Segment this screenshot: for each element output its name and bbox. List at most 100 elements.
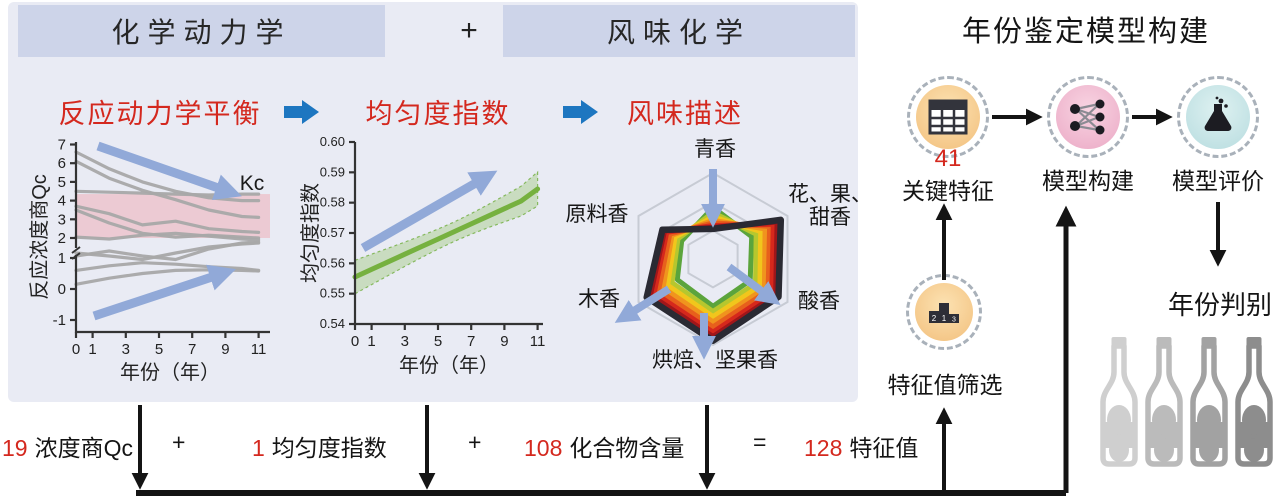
svg-text:0.60: 0.60	[320, 134, 345, 149]
radar-label-woody: 木香	[578, 288, 620, 311]
podium-rank-2: 2	[932, 314, 937, 323]
flavor-trend-arrow	[726, 263, 781, 305]
plus-sign: +	[468, 429, 482, 455]
equation-term-compounds: 108 化合物含量	[524, 429, 684, 463]
model-eval-node	[1177, 76, 1259, 158]
plus-sign: +	[172, 429, 186, 455]
svg-text:5: 5	[155, 341, 163, 358]
uniformity-term-label: 均匀度指数	[271, 435, 387, 461]
vintage-bottles	[1100, 337, 1273, 467]
qc-ylabel: 反应浓度商Qc	[28, 174, 51, 300]
radar-label-roasted: 烘焙、坚果香	[652, 349, 778, 372]
svg-text:0.58: 0.58	[320, 195, 345, 210]
model-build-label: 模型构建	[1042, 168, 1134, 194]
increasing-trend-arrow	[360, 170, 498, 252]
step-uniformity-index: 均匀度指数	[365, 99, 511, 129]
header-flavor-chemistry: 风味化学	[503, 5, 855, 57]
compound-count: 108	[524, 435, 563, 461]
increasing-trend-arrow	[92, 264, 236, 321]
radar-label-raw-material: 原料香	[565, 203, 629, 226]
flavor-trend-arrow	[614, 285, 672, 323]
qc-series-line	[74, 261, 261, 272]
uniformity-xlabel: 年份（年）	[399, 354, 499, 377]
podium-rank-3: 3	[952, 317, 956, 324]
svg-text:3: 3	[58, 211, 66, 228]
podium-rank-1: 1	[942, 314, 947, 323]
podium-icon: 2 1 3	[929, 303, 959, 324]
svg-text:-1: -1	[53, 312, 66, 329]
radar-ring	[674, 204, 755, 309]
svg-text:5: 5	[58, 174, 66, 191]
svg-text:7: 7	[467, 333, 475, 350]
bottle-icon	[1100, 337, 1138, 467]
svg-text:11: 11	[251, 341, 267, 358]
flow-arrow-icon	[563, 100, 598, 124]
key-feature-count: 41	[934, 145, 962, 172]
radar-grid	[687, 229, 739, 289]
svg-text:1: 1	[367, 333, 375, 350]
table-icon	[928, 99, 968, 135]
flask-icon	[1204, 96, 1232, 131]
equals-sign: =	[753, 429, 767, 455]
model-building-title: 年份鉴定模型构建	[961, 16, 1210, 48]
svg-text:5: 5	[434, 333, 442, 350]
feature-total-count: 128	[804, 435, 843, 461]
svg-text:0.56: 0.56	[320, 255, 345, 270]
qc-series-line	[74, 240, 261, 262]
header-chemical-kinetics: 化学动力学	[18, 5, 385, 57]
bottle-icon	[1235, 337, 1273, 467]
svg-text:11: 11	[530, 333, 546, 350]
step-kinetic-equilibrium: 反应动力学平衡	[58, 99, 262, 129]
uniformity-count: 1	[252, 435, 265, 461]
svg-text:3: 3	[122, 341, 130, 358]
svg-text:0.54: 0.54	[320, 316, 345, 331]
flavor-radar-chart	[614, 169, 789, 360]
feature-screening-node: 2 1 3	[906, 274, 982, 350]
step-flavor-description: 风味描述	[627, 99, 743, 129]
equation-result: 128 特征值	[804, 429, 918, 463]
equation-term-qc: 19 浓度商Qc	[2, 429, 133, 463]
svg-text:0.59: 0.59	[320, 164, 345, 179]
svg-text:1: 1	[58, 250, 66, 267]
radar-label-green: 青香	[694, 138, 736, 161]
qc-series-line	[74, 231, 261, 242]
uniformity-chart: 0.54 0.55 0.56 0.57 0.58 0.59 0.60 0 1 3 5 7 9 11 年份（年…	[299, 134, 546, 377]
model-build-node	[1047, 76, 1129, 158]
svg-text:6: 6	[58, 155, 66, 172]
svg-text:9: 9	[221, 341, 229, 358]
qc-xlabel: 年份（年）	[120, 361, 220, 384]
plus-sign: +	[460, 14, 478, 47]
qc-series-line	[74, 159, 261, 219]
qc-count: 19	[2, 435, 28, 461]
feature-table-node	[907, 76, 989, 158]
compound-term-label: 化合物含量	[569, 435, 685, 461]
qc-series-line	[74, 268, 261, 286]
radar-label-sour: 酸香	[798, 290, 840, 313]
svg-text:0: 0	[58, 281, 66, 298]
model-eval-label: 模型评价	[1172, 168, 1264, 194]
svg-text:7: 7	[188, 341, 196, 358]
decreasing-trend-arrow	[96, 141, 242, 201]
svg-text:9: 9	[500, 333, 508, 350]
network-icon	[1070, 99, 1105, 135]
uniformity-ylabel: 均匀度指数	[299, 183, 322, 283]
qc-series-line	[74, 150, 261, 203]
svg-text:7: 7	[58, 137, 66, 154]
qc-series-line	[74, 208, 261, 240]
svg-text:3: 3	[401, 333, 409, 350]
svg-text:0.55: 0.55	[320, 286, 345, 301]
uniformity-mean-line	[352, 186, 541, 280]
svg-text:2: 2	[58, 230, 66, 247]
svg-text:1: 1	[88, 341, 96, 358]
bottle-icon	[1145, 337, 1183, 467]
svg-text:0: 0	[351, 333, 359, 350]
equation-term-uniformity: 1 均匀度指数	[252, 429, 387, 463]
qc-term-label: 浓度商Qc	[34, 435, 133, 461]
feature-screening-label: 特征值筛选	[887, 372, 1003, 398]
bottle-icon	[1190, 337, 1228, 467]
svg-text:0.57: 0.57	[320, 225, 345, 240]
key-feature-label: 关键特征	[902, 178, 994, 204]
feature-total-label: 特征值	[849, 435, 919, 461]
